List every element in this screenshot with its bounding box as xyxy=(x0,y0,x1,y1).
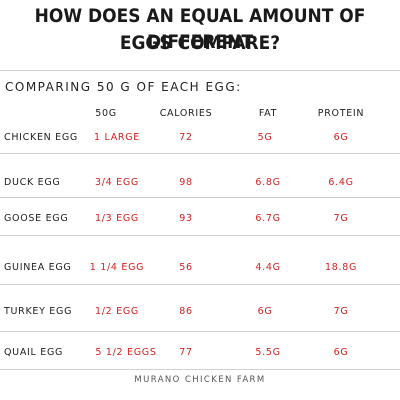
cell-protein: 7G xyxy=(333,213,349,224)
row-divider xyxy=(0,331,400,332)
row-label-goose-egg: GOOSE EGG xyxy=(4,213,69,224)
cell-calories: 93 xyxy=(179,213,193,224)
cell-fat: 6G xyxy=(257,306,273,317)
cell-amount: 1/3 EGG xyxy=(95,213,139,224)
cell-calories: 86 xyxy=(179,306,193,317)
cell-protein: 6G xyxy=(333,132,349,143)
column-header-amount: 50G xyxy=(95,108,117,119)
row-label-guinea-egg: GUINEA EGG xyxy=(4,262,72,273)
column-header-calories: CALORIES xyxy=(159,108,213,119)
row-label-quail-egg: QUAIL EGG xyxy=(4,347,64,358)
column-header-protein: PROTEIN xyxy=(317,108,365,119)
cell-fat: 5G xyxy=(257,132,273,143)
cell-amount: 1 1/4 EGG xyxy=(89,262,145,273)
row-divider xyxy=(0,197,400,198)
cell-calories: 98 xyxy=(179,177,193,188)
divider xyxy=(0,70,400,71)
cell-calories: 77 xyxy=(179,347,193,358)
cell-amount: 1/2 EGG xyxy=(95,306,139,317)
cell-protein: 7G xyxy=(333,306,349,317)
cell-fat: 4.4G xyxy=(255,262,281,273)
subtitle: COMPARING 50 G OF EACH EGG: xyxy=(5,80,242,94)
cell-fat: 5.5G xyxy=(255,347,281,358)
page-title-line-2: EGGS COMPARE? xyxy=(119,33,281,54)
cell-amount: 5 1/2 EGGS xyxy=(95,347,157,358)
row-label-duck-egg: DUCK EGG xyxy=(4,177,61,188)
cell-calories: 72 xyxy=(179,132,193,143)
row-divider xyxy=(0,235,400,236)
footer-credit: MURANO CHICKEN FARM xyxy=(134,375,266,385)
cell-calories: 56 xyxy=(179,262,193,273)
cell-protein: 6G xyxy=(333,347,349,358)
row-divider xyxy=(0,369,400,370)
column-header-fat: FAT xyxy=(258,108,278,119)
cell-amount: 1 LARGE xyxy=(94,132,140,143)
cell-protein: 6.4G xyxy=(328,177,354,188)
cell-fat: 6.8G xyxy=(255,177,281,188)
row-label-turkey-egg: TURKEY EGG xyxy=(4,306,73,317)
cell-amount: 3/4 EGG xyxy=(95,177,139,188)
cell-protein: 18.8G xyxy=(324,262,358,273)
row-label-chicken-egg: CHICKEN EGG xyxy=(4,132,78,143)
cell-fat: 6.7G xyxy=(255,213,281,224)
page-title-line-1: HOW DOES AN EQUAL AMOUNT OF DIFFERENT xyxy=(34,6,366,53)
row-divider xyxy=(0,284,400,285)
row-divider xyxy=(0,153,400,154)
